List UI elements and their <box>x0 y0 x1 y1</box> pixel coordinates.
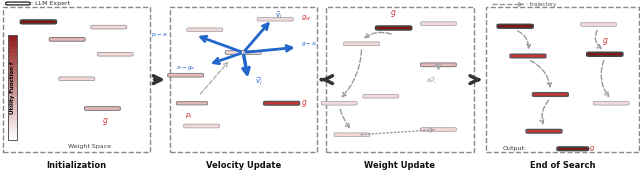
Bar <box>486 7 639 152</box>
Bar <box>8 46 17 49</box>
Bar <box>8 88 17 91</box>
Bar <box>8 74 17 77</box>
FancyBboxPatch shape <box>49 37 85 41</box>
Bar <box>8 102 17 105</box>
Text: Weight Space: Weight Space <box>68 144 111 149</box>
Text: $\vec{v}_i'$: $\vec{v}_i'$ <box>255 75 262 88</box>
Text: Output:: Output: <box>502 146 527 151</box>
FancyBboxPatch shape <box>321 101 357 105</box>
Text: : trajectory: : trajectory <box>526 2 556 7</box>
Text: $g$: $g$ <box>301 98 307 109</box>
Text: Weight Update: Weight Update <box>365 161 435 170</box>
Bar <box>8 122 17 126</box>
Text: Velocity Update: Velocity Update <box>205 161 281 170</box>
Bar <box>8 35 17 39</box>
Bar <box>8 42 17 46</box>
FancyBboxPatch shape <box>557 147 588 150</box>
FancyBboxPatch shape <box>59 77 95 81</box>
Bar <box>8 53 17 56</box>
Bar <box>8 116 17 119</box>
FancyBboxPatch shape <box>168 73 204 77</box>
Text: $\vec{v}_i$: $\vec{v}_i$ <box>275 9 283 21</box>
FancyBboxPatch shape <box>84 107 120 110</box>
Bar <box>3 7 150 152</box>
FancyBboxPatch shape <box>225 51 261 54</box>
FancyBboxPatch shape <box>497 24 533 28</box>
Bar <box>8 112 17 116</box>
FancyBboxPatch shape <box>593 101 629 105</box>
Text: Utility Function f: Utility Function f <box>10 62 15 114</box>
Bar <box>8 49 17 53</box>
FancyBboxPatch shape <box>420 128 456 131</box>
Bar <box>8 70 17 74</box>
FancyBboxPatch shape <box>187 28 223 32</box>
FancyBboxPatch shape <box>420 63 456 67</box>
Bar <box>8 39 17 42</box>
FancyBboxPatch shape <box>580 23 616 26</box>
Bar <box>8 60 17 63</box>
FancyBboxPatch shape <box>344 42 380 46</box>
Bar <box>8 67 17 70</box>
FancyBboxPatch shape <box>97 52 133 56</box>
Bar <box>8 105 17 109</box>
Text: End of Search: End of Search <box>530 161 595 170</box>
Bar <box>8 133 17 136</box>
FancyBboxPatch shape <box>264 101 300 105</box>
Bar <box>8 119 17 122</box>
FancyBboxPatch shape <box>532 93 568 96</box>
Text: $g$: $g$ <box>390 8 397 19</box>
FancyBboxPatch shape <box>91 25 127 29</box>
Bar <box>8 109 17 112</box>
Text: $p_i$: $p_i$ <box>185 112 193 121</box>
FancyBboxPatch shape <box>184 124 220 128</box>
FancyBboxPatch shape <box>334 133 370 137</box>
Text: $g$: $g$ <box>602 36 608 47</box>
FancyBboxPatch shape <box>20 20 56 24</box>
Bar <box>8 56 17 60</box>
Bar <box>8 84 17 88</box>
FancyBboxPatch shape <box>363 94 399 98</box>
Bar <box>170 7 317 152</box>
Text: $g$: $g$ <box>102 116 109 127</box>
Bar <box>8 35 17 140</box>
Bar <box>8 130 17 133</box>
FancyBboxPatch shape <box>376 26 412 30</box>
Text: Initialization: Initialization <box>47 161 107 170</box>
FancyBboxPatch shape <box>420 22 456 26</box>
Text: : LLM Expert: : LLM Expert <box>31 1 70 6</box>
Text: $\lambda\vec{v}_i'$: $\lambda\vec{v}_i'$ <box>426 75 436 86</box>
FancyBboxPatch shape <box>510 54 546 58</box>
FancyBboxPatch shape <box>6 2 30 5</box>
Text: $g-x_i$: $g-x_i$ <box>301 40 317 48</box>
FancyBboxPatch shape <box>526 129 562 133</box>
Bar <box>8 95 17 98</box>
Bar <box>8 81 17 84</box>
Text: $x_i-g_w$: $x_i-g_w$ <box>175 64 196 72</box>
Bar <box>8 126 17 130</box>
Text: $p_i-x_i$: $p_i-x_i$ <box>151 31 169 39</box>
Bar <box>8 136 17 140</box>
Bar <box>326 7 474 152</box>
Bar <box>8 77 17 81</box>
Bar <box>8 91 17 95</box>
FancyBboxPatch shape <box>257 17 293 21</box>
Text: $g$: $g$ <box>589 144 595 153</box>
Text: $g_w$: $g_w$ <box>301 14 311 23</box>
Bar <box>8 63 17 67</box>
FancyBboxPatch shape <box>177 102 207 105</box>
Bar <box>8 98 17 102</box>
FancyBboxPatch shape <box>587 52 623 56</box>
